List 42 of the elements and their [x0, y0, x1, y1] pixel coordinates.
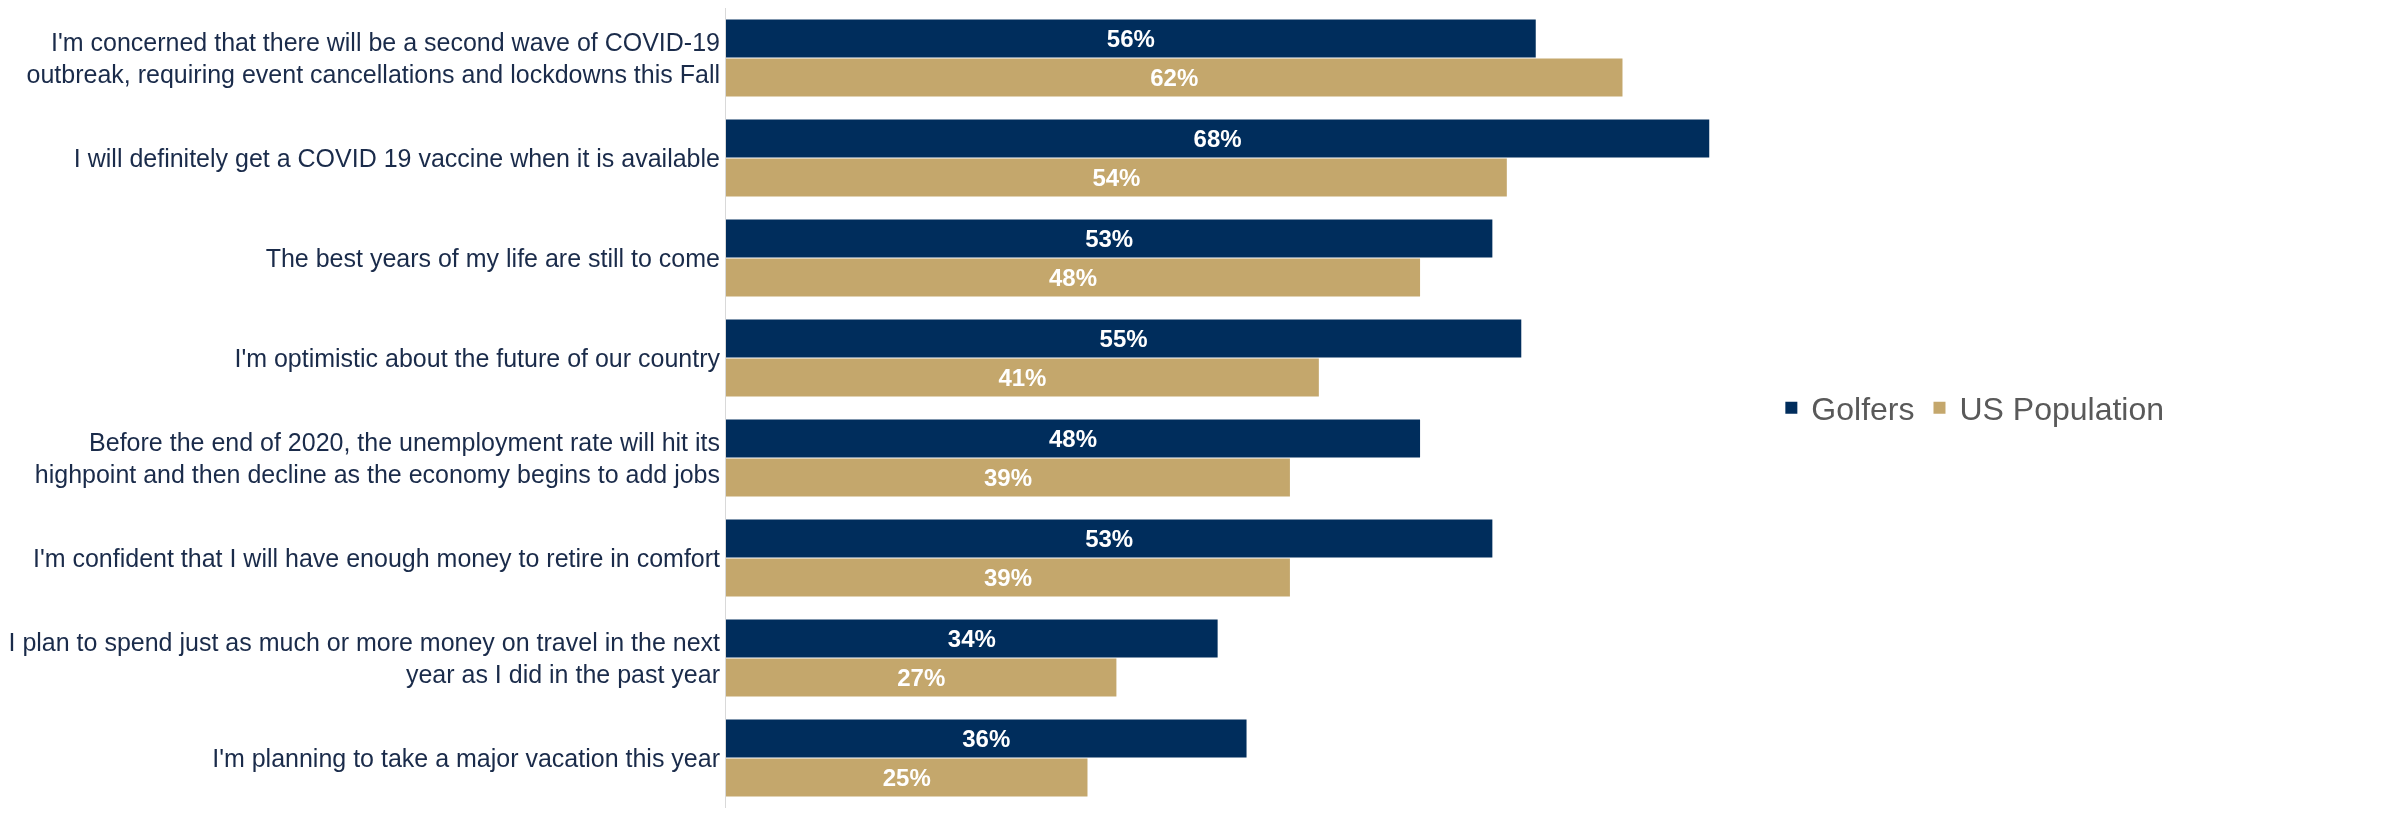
bar — [726, 319, 1522, 358]
bar — [726, 719, 1247, 758]
legend-label: US Population — [1959, 391, 2165, 428]
data-label: 27% — [897, 664, 946, 691]
data-label: 53% — [1085, 225, 1134, 252]
bar — [726, 619, 1218, 658]
data-label: 39% — [983, 464, 1032, 491]
bar — [726, 219, 1493, 258]
y-tick-label: I'm confident that I will have enough money to retire in comfort — [32, 543, 721, 572]
data-label: 36% — [962, 725, 1011, 752]
data-label: 34% — [947, 625, 996, 652]
data-label: 25% — [882, 764, 931, 791]
y-tick-label: Before the end of 2020, the unemployment rate will hit its highpoint and then decline as the economy begins to add jobs — [34, 427, 720, 488]
y-tick-label: I'm concerned that there will be a second wave of COVID-19 outbreak, requiring event cancellations and lockdowns this Fall — [26, 27, 720, 88]
data-label: 48% — [1049, 264, 1098, 291]
bar — [726, 358, 1319, 397]
bar — [726, 658, 1117, 697]
bar — [726, 419, 1421, 458]
bar — [726, 158, 1507, 197]
data-label: 68% — [1193, 125, 1242, 152]
y-tick-label: I'm planning to take a major vacation this year — [212, 743, 720, 772]
bar — [726, 119, 1710, 158]
data-label: 41% — [998, 364, 1047, 391]
bar — [726, 19, 1536, 58]
data-label: 54% — [1092, 164, 1141, 191]
y-tick-label: I plan to spend just as much or more money on travel in the next year as I did in the past year — [8, 627, 721, 688]
data-label: 48% — [1049, 425, 1098, 452]
data-label: 62% — [1150, 64, 1199, 91]
bar — [726, 758, 1088, 797]
legend-label: Golfers — [1811, 391, 1915, 428]
bar — [726, 519, 1493, 558]
data-label: 56% — [1106, 25, 1155, 52]
data-label: 53% — [1085, 525, 1134, 552]
bar — [726, 258, 1421, 297]
y-tick-label: The best years of my life are still to come — [265, 243, 720, 272]
y-tick-label: I'm optimistic about the future of our country — [234, 343, 721, 372]
bar — [726, 58, 1623, 97]
bar — [726, 458, 1290, 497]
y-tick-label: I will definitely get a COVID 19 vaccine when it is available — [73, 143, 720, 172]
data-label: 55% — [1099, 325, 1148, 352]
data-label: 39% — [983, 564, 1032, 591]
bar — [726, 558, 1290, 597]
